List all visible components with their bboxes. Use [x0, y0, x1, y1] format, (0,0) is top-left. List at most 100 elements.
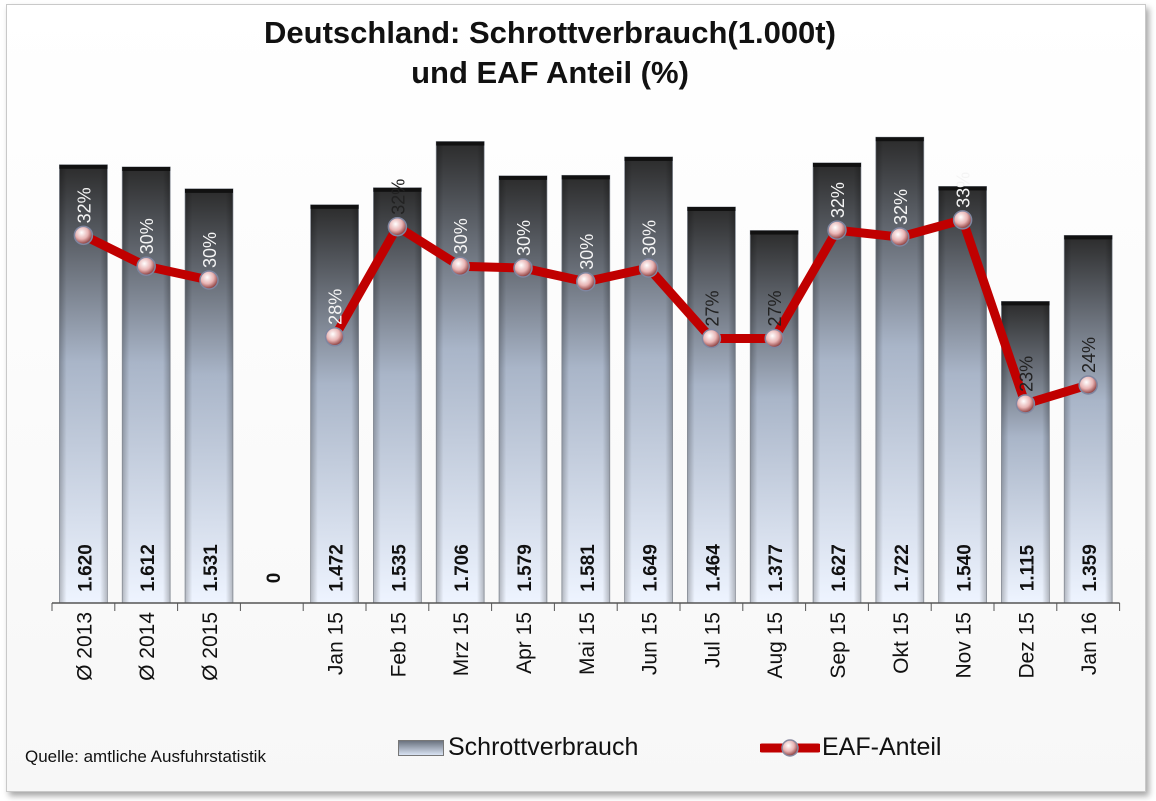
eaf-marker-12 — [827, 220, 847, 240]
eaf-marker-4 — [324, 327, 345, 347]
bar-cap-9 — [624, 156, 673, 161]
x-tick-label-6: Mrz 15 — [450, 612, 473, 676]
x-tick-label-13: Okt 15 — [890, 612, 913, 674]
bar-value-label-8: 1.581 — [578, 544, 599, 592]
eaf-value-label-8: 30% — [577, 234, 597, 270]
bar-value-label-0: 1.620 — [75, 544, 96, 592]
bar-shade-11 — [750, 230, 799, 604]
bar-cap-15 — [1001, 301, 1050, 306]
x-tick-label-1: Ø 2014 — [136, 612, 159, 681]
bar-value-label-10: 1.464 — [703, 544, 724, 592]
eaf-marker-8 — [576, 272, 596, 292]
legend-swatch-bars — [398, 740, 444, 756]
bar-value-label-16: 1.359 — [1080, 544, 1101, 592]
bar-shade-7 — [499, 175, 547, 603]
bar-cap-1 — [122, 166, 171, 171]
eaf-value-label-16: 24% — [1079, 337, 1099, 373]
x-tick-label-4: Jan 15 — [325, 612, 348, 675]
eaf-marker-10 — [701, 328, 722, 349]
eaf-value-label-14: 33% — [954, 172, 974, 208]
bar-value-label-5: 1.535 — [389, 544, 410, 592]
bar-cap-11 — [750, 230, 799, 235]
bar-shade-9 — [624, 156, 673, 603]
legend-label-line: EAF-Anteil — [822, 733, 942, 761]
eaf-value-label-5: 32% — [388, 179, 408, 215]
bar-shade-14 — [938, 186, 987, 603]
bar-value-label-11: 1.377 — [766, 544, 787, 592]
chart-title-line1: Deutschland: Schrottverbrauch(1.000t) — [264, 15, 836, 50]
bar-value-label-2: 1.531 — [201, 544, 222, 592]
eaf-marker-7 — [513, 258, 533, 278]
bar-cap-4 — [310, 204, 359, 209]
eaf-value-label-7: 30% — [514, 220, 534, 256]
bar-value-label-3: 0 — [264, 573, 285, 584]
bar-value-label-13: 1.722 — [892, 544, 913, 592]
bar-cap-7 — [499, 175, 547, 180]
eaf-value-label-11: 27% — [765, 291, 785, 327]
eaf-value-label-13: 32% — [891, 189, 911, 225]
bar-cap-13 — [875, 137, 924, 142]
bar-shade-6 — [436, 141, 485, 604]
eaf-marker-0 — [73, 225, 94, 246]
bar-shade-2 — [185, 188, 233, 603]
legend-label-bars: Schrottverbrauch — [448, 733, 639, 761]
x-tick-label-14: Nov 15 — [953, 612, 976, 679]
x-tick-label-16: Jan 16 — [1078, 612, 1101, 675]
x-tick-label-10: Jul 15 — [701, 612, 724, 668]
bar-shade-4 — [310, 204, 359, 603]
eaf-value-label-4: 28% — [326, 289, 346, 325]
eaf-value-label-0: 32% — [74, 187, 94, 223]
bar-value-label-15: 1.115 — [1017, 544, 1038, 591]
bar-cap-14 — [938, 186, 987, 191]
eaf-marker-16 — [1078, 375, 1098, 395]
eaf-value-label-12: 32% — [828, 182, 848, 218]
x-tick-label-11: Aug 15 — [764, 612, 787, 679]
source-note: Quelle: amtliche Ausfuhrstatistik — [25, 747, 266, 766]
bar-cap-10 — [687, 206, 736, 211]
eaf-marker-9 — [638, 258, 659, 278]
x-tick-label-0: Ø 2013 — [73, 612, 96, 681]
bar-value-label-7: 1.579 — [515, 544, 536, 592]
eaf-value-label-1: 30% — [137, 218, 157, 254]
bar-shade-16 — [1064, 235, 1113, 603]
eaf-marker-1 — [136, 256, 156, 277]
bar-cap-0 — [59, 164, 108, 169]
x-tick-label-7: Apr 15 — [513, 612, 536, 674]
bar-value-label-4: 1.472 — [327, 544, 348, 592]
eaf-marker-14 — [952, 210, 973, 230]
bar-shade-10 — [687, 206, 736, 603]
bar-shade-13 — [875, 137, 924, 603]
x-tick-label-12: Sep 15 — [827, 612, 850, 679]
eaf-value-label-15: 23% — [1016, 356, 1036, 392]
eaf-marker-15 — [1015, 394, 1036, 414]
x-tick-label-2: Ø 2015 — [199, 612, 222, 681]
eaf-marker-2 — [199, 270, 219, 290]
bar-cap-16 — [1064, 235, 1113, 240]
eaf-value-label-10: 27% — [702, 291, 722, 327]
bar-value-label-14: 1.540 — [955, 544, 976, 592]
bar-value-label-9: 1.649 — [641, 544, 662, 592]
eaf-marker-13 — [890, 227, 910, 247]
bar-cap-8 — [561, 175, 610, 180]
eaf-value-label-2: 30% — [200, 232, 220, 268]
legend-swatch-line — [760, 739, 820, 757]
eaf-value-label-6: 30% — [451, 218, 471, 254]
x-tick-label-5: Feb 15 — [387, 612, 410, 677]
x-tick-label-8: Mai 15 — [576, 612, 599, 675]
bar-value-label-12: 1.627 — [829, 544, 850, 592]
bar-value-label-1: 1.612 — [138, 544, 159, 592]
x-tick-label-15: Dez 15 — [1015, 612, 1038, 679]
bar-cap-6 — [436, 141, 485, 146]
eaf-marker-11 — [764, 328, 784, 349]
bar-cap-2 — [185, 188, 233, 193]
x-tick-label-9: Jun 15 — [639, 612, 662, 675]
eaf-marker-5 — [387, 216, 408, 237]
bar-shade-8 — [561, 175, 610, 604]
chart-title-line2: und EAF Anteil (%) — [411, 55, 689, 90]
eaf-marker-6 — [450, 256, 470, 277]
bar-value-label-6: 1.706 — [452, 544, 473, 592]
bar-shade-1 — [122, 166, 171, 604]
bar-cap-12 — [813, 162, 861, 167]
eaf-value-label-9: 30% — [640, 220, 660, 256]
